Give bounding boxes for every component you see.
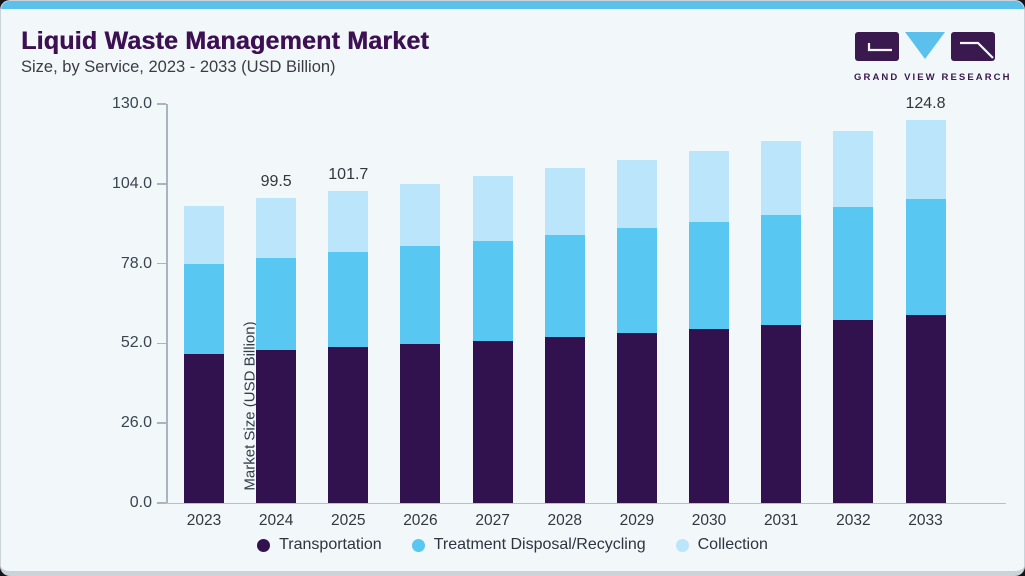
bar-2023[interactable]	[184, 205, 224, 503]
bar-segment-2031-treatment-disposal-recycling[interactable]	[761, 214, 802, 325]
bar-segment-2029-collection[interactable]	[616, 159, 657, 229]
transportation-dot-icon	[257, 538, 271, 552]
x-axis-label-2032: 2032	[836, 512, 871, 529]
bar-value-label-2033: 124.8	[905, 94, 946, 112]
bar-segment-2027-transportation[interactable]	[472, 340, 513, 503]
bar-segment-2030-treatment-disposal-recycling[interactable]	[689, 221, 730, 329]
bar-segment-2026-treatment-disposal-recycling[interactable]	[400, 246, 441, 345]
bar-2032[interactable]	[833, 131, 874, 503]
bar-segment-2024-transportation[interactable]	[256, 350, 297, 503]
x-axis-label-2031: 2031	[763, 512, 799, 529]
x-axis-label-2024: 2024	[258, 512, 294, 529]
y-axis-tick	[157, 103, 166, 105]
bar-segment-2033-collection[interactable]	[905, 119, 946, 200]
page-title: Liquid Waste Management Market	[21, 27, 429, 55]
bar-segment-2032-collection[interactable]	[833, 131, 874, 208]
bar-segment-2031-transportation[interactable]	[761, 324, 802, 503]
bar-2027[interactable]	[472, 176, 513, 503]
x-axis-label-2029: 2029	[619, 512, 655, 529]
y-axis-tick-label: 104.0	[111, 174, 152, 192]
x-axis-label-2030: 2030	[691, 512, 727, 529]
y-axis-tick	[157, 183, 166, 185]
x-axis-label-2023: 2023	[186, 512, 222, 529]
bar-2030[interactable]	[689, 150, 730, 503]
bar-2026[interactable]	[400, 183, 441, 503]
y-axis-tick	[157, 342, 166, 345]
bar-segment-2027-collection[interactable]	[472, 176, 513, 241]
y-axis-tick-label: 130.0	[111, 95, 152, 112]
accent-top-strip	[1, 1, 1024, 9]
bar-2024[interactable]	[256, 197, 297, 503]
bar-value-label-2025: 101.7	[328, 165, 369, 183]
grand-view-research-logo: GRAND VIEW RESEARCH	[854, 31, 1012, 83]
y-axis-tick-label: 78.0	[120, 254, 152, 272]
y-axis-line	[166, 104, 168, 503]
legend-label: Transportation	[279, 536, 382, 553]
y-axis-tick-label: 0.0	[129, 494, 152, 511]
bar-2031[interactable]	[761, 141, 802, 503]
bar-segment-2033-treatment-disposal-recycling[interactable]	[905, 199, 946, 316]
bar-segment-2029-treatment-disposal-recycling[interactable]	[616, 228, 657, 334]
bar-segment-2031-collection[interactable]	[761, 141, 802, 215]
chart-legend: Transportation Treatment Disposal/Recycl…	[1, 536, 1024, 554]
bar-segment-2025-transportation[interactable]	[328, 347, 369, 503]
bar-segment-2026-transportation[interactable]	[400, 344, 441, 503]
bar-segment-2025-treatment-disposal-recycling[interactable]	[328, 251, 369, 348]
bar-segment-2028-collection[interactable]	[544, 168, 585, 235]
gvr-logo-mark	[855, 32, 995, 61]
y-axis-tick	[157, 502, 166, 504]
x-axis-line	[166, 502, 1006, 504]
bar-segment-2028-transportation[interactable]	[544, 337, 585, 503]
bar-segment-2026-collection[interactable]	[400, 183, 441, 247]
x-axis-label-2025: 2025	[331, 512, 366, 529]
bar-2028[interactable]	[544, 168, 585, 503]
bar-segment-2024-treatment-disposal-recycling[interactable]	[256, 257, 297, 351]
bar-segment-2023-transportation[interactable]	[184, 353, 224, 503]
bar-2033[interactable]	[905, 119, 946, 503]
legend-item-transportation[interactable]: Transportation	[257, 536, 382, 554]
y-axis-tick-label: 26.0	[120, 414, 152, 432]
plot-area: Market Size (USD Billion) 0.0 26.0 52.0 78.…	[112, 95, 1006, 529]
y-axis-tick	[157, 262, 166, 265]
x-axis-label-2033: 2033	[908, 512, 943, 529]
x-axis-label-2027: 2027	[475, 512, 510, 529]
legend-item-collection[interactable]: Collection	[675, 536, 768, 554]
bar-segment-2027-treatment-disposal-recycling[interactable]	[472, 240, 513, 341]
legend-label: Collection	[697, 536, 768, 553]
bar-2025[interactable]	[328, 190, 369, 503]
legend-item-treatment-disposal-recycling[interactable]: Treatment Disposal/Recycling	[411, 536, 646, 554]
bar-value-label-2024: 99.5	[260, 172, 292, 190]
page-subtitle: Size, by Service, 2023 - 2033 (USD Billi…	[21, 58, 336, 76]
bar-segment-2032-transportation[interactable]	[833, 320, 874, 503]
bar-segment-2032-treatment-disposal-recycling[interactable]	[833, 207, 874, 321]
y-axis-tick-label: 52.0	[120, 334, 152, 352]
legend-label: Treatment Disposal/Recycling	[433, 536, 646, 553]
bar-segment-2028-treatment-disposal-recycling[interactable]	[544, 234, 585, 338]
bar-segment-2030-collection[interactable]	[689, 150, 730, 222]
bar-segment-2023-treatment-disposal-recycling[interactable]	[184, 263, 224, 354]
collection-dot-icon	[675, 538, 689, 552]
y-axis-tick	[157, 422, 166, 424]
bar-2029[interactable]	[616, 159, 657, 503]
bar-segment-2030-transportation[interactable]	[689, 328, 730, 503]
bar-segment-2033-transportation[interactable]	[905, 315, 946, 503]
bar-segment-2025-collection[interactable]	[328, 190, 369, 252]
gvr-triangle-icon	[905, 32, 945, 59]
x-axis-label-2026: 2026	[403, 512, 438, 529]
treatment-disposal-recycling-dot-icon	[411, 538, 425, 552]
x-axis-label-2028: 2028	[547, 512, 582, 529]
bar-segment-2023-collection[interactable]	[184, 205, 224, 264]
logo-wordmark: GRAND VIEW RESEARCH	[854, 72, 1012, 83]
bar-segment-2029-transportation[interactable]	[616, 333, 657, 503]
bar-segment-2024-collection[interactable]	[256, 197, 297, 258]
